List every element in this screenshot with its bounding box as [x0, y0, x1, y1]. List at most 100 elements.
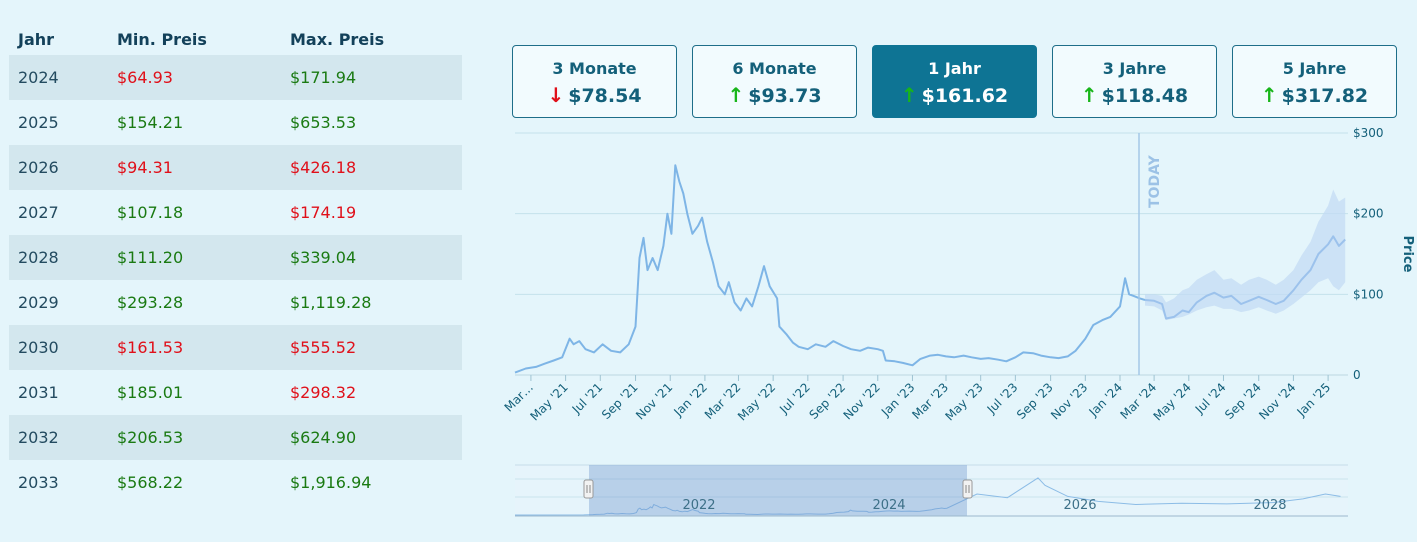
price-prediction-table: Jahr Min. Preis Max. Preis 2024 $64.93 $17…	[9, 23, 462, 505]
cell-year: 2025	[18, 113, 59, 132]
x-tick-label: Sep '24	[1222, 380, 1264, 422]
table-header-row: Jahr Min. Preis Max. Preis	[9, 23, 462, 55]
y-tick-label: $100	[1353, 287, 1384, 301]
y-axis-label: Price	[1400, 236, 1415, 273]
period-button-5-jahre[interactable]: 5 Jahre ↑ $317.82	[1232, 45, 1397, 118]
header-min-price: Min. Preis	[117, 29, 207, 49]
period-label: 1 Jahr	[928, 59, 981, 78]
arrow-up-icon: ↑	[1260, 83, 1278, 107]
period-label: 3 Monate	[552, 59, 637, 78]
handle-left-box[interactable]	[583, 479, 594, 499]
cell-min-price: $107.18	[117, 203, 184, 222]
cell-max-price: $171.94	[281, 55, 462, 100]
range-navigator[interactable]: 2022 2024 2026 2028	[514, 464, 1348, 517]
x-tick-label: Sep '21	[599, 380, 641, 422]
table-row: 2030 $161.53 $555.52	[9, 325, 462, 370]
arrow-up-icon: ↑	[900, 83, 918, 107]
today-marker: TODAY	[1138, 133, 1163, 375]
x-tick-label: May '21	[527, 380, 570, 423]
period-value: $118.48	[1101, 85, 1189, 107]
cell-year: 2029	[18, 293, 59, 312]
period-value: $317.82	[1281, 85, 1369, 107]
period-value-wrapper: ↑ $161.62	[873, 83, 1036, 107]
period-value-wrapper: ↑ $118.48	[1053, 83, 1216, 107]
cell-year: 2033	[18, 473, 59, 492]
cell-min-price: $185.01	[117, 383, 184, 402]
cell-max-price: $339.04	[281, 235, 462, 280]
cell-min-price: $64.93	[108, 55, 281, 100]
cell-max-price: $1,916.94	[290, 473, 372, 492]
header-max-price: Max. Preis	[290, 29, 385, 49]
navigator-handle-left[interactable]	[583, 479, 594, 499]
period-button-6-monate[interactable]: 6 Monate ↑ $93.73	[692, 45, 857, 118]
chart-series	[514, 164, 1346, 374]
cell-max-price: $653.53	[290, 113, 357, 132]
cell-min-price: $161.53	[108, 325, 281, 370]
cell-max-price: $555.52	[281, 325, 462, 370]
x-tick-label: Nov '21	[633, 380, 675, 422]
period-value: $78.54	[568, 85, 642, 107]
arrow-down-icon: ↓	[547, 83, 565, 107]
table-row: 2027 $107.18 $174.19	[9, 190, 462, 235]
forecast-price-line	[1144, 235, 1346, 320]
cell-year: 2031	[18, 383, 59, 402]
forecast-band	[1145, 189, 1346, 321]
navigator-handle-right[interactable]	[962, 479, 973, 499]
today-label: TODAY	[1147, 154, 1163, 208]
period-value: $161.62	[921, 85, 1009, 107]
navigator-year-label: 2024	[872, 498, 905, 513]
x-tick-label: Nov '23	[1048, 380, 1090, 422]
navigator-year-label: 2026	[1063, 498, 1096, 513]
navigator-labels: 2022 2024 2026 2028	[682, 498, 1286, 513]
period-label: 5 Jahre	[1282, 59, 1347, 78]
period-value-wrapper: ↑ $93.73	[693, 83, 856, 107]
navigator-year-label: 2022	[682, 498, 715, 513]
table-header: Jahr Min. Preis Max. Preis	[9, 23, 462, 55]
period-value: $93.73	[748, 85, 822, 107]
table-row: 2025 $154.21 $653.53	[9, 100, 462, 145]
arrow-up-icon: ↑	[727, 83, 745, 107]
cell-max-price: $298.32	[290, 383, 357, 402]
navigator-background	[515, 465, 1348, 516]
cell-year: 2027	[18, 203, 59, 222]
table-row: 2029 $293.28 $1,119.28	[9, 280, 462, 325]
table-row: 2032 $206.53 $624.90	[9, 415, 462, 460]
cell-year: 2026	[9, 145, 108, 190]
x-tick-label: Jan '25	[1294, 380, 1334, 420]
cell-min-price: $293.28	[117, 293, 184, 312]
period-button-3-monate[interactable]: 3 Monate ↓ $78.54	[512, 45, 677, 118]
cell-max-price: $174.19	[290, 203, 357, 222]
cell-min-price: $206.53	[108, 415, 281, 460]
cell-year: 2028	[9, 235, 108, 280]
period-value-wrapper: ↑ $317.82	[1233, 83, 1396, 107]
table-row: 2028 $111.20 $339.04	[9, 235, 462, 280]
period-button-1-jahr[interactable]: 1 Jahr ↑ $161.62	[872, 45, 1037, 118]
x-tick-label: May '24	[1151, 380, 1194, 423]
cell-min-price: $94.31	[108, 145, 281, 190]
x-tick-label: May '22	[735, 380, 778, 423]
period-button-3-jahre[interactable]: 3 Jahre ↑ $118.48	[1052, 45, 1217, 118]
handle-right-box[interactable]	[962, 479, 973, 499]
period-label: 6 Monate	[732, 59, 817, 78]
arrow-up-icon: ↑	[1080, 83, 1098, 107]
cell-min-price: $154.21	[117, 113, 184, 132]
table-row: 2033 $568.22 $1,916.94	[9, 460, 462, 505]
table-row: 2024 $64.93 $171.94	[9, 55, 462, 100]
x-tick-label: Nov '22	[841, 380, 883, 422]
x-tick-label: Sep '23	[1014, 380, 1056, 422]
cell-year: 2032	[9, 415, 108, 460]
forecast-range-area	[1145, 189, 1346, 321]
y-tick-label: 0	[1353, 368, 1361, 382]
cell-min-price: $568.22	[117, 473, 184, 492]
table-row: 2031 $185.01 $298.32	[9, 370, 462, 415]
y-axis-ticks: 0 $100 $200 $300	[1353, 126, 1384, 382]
cell-max-price: $1,119.28	[290, 293, 372, 312]
x-tick-label: May '23	[943, 380, 986, 423]
cell-year: 2030	[9, 325, 108, 370]
cell-max-price: $426.18	[281, 145, 462, 190]
period-value-wrapper: ↓ $78.54	[513, 83, 676, 107]
navigator-selection[interactable]	[589, 465, 967, 516]
table-body: 2024 $64.93 $171.94 2025 $154.21 $653.53 2026 $…	[9, 55, 462, 505]
